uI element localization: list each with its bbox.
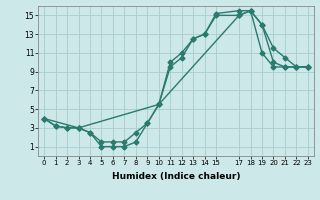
X-axis label: Humidex (Indice chaleur): Humidex (Indice chaleur) [112,172,240,181]
